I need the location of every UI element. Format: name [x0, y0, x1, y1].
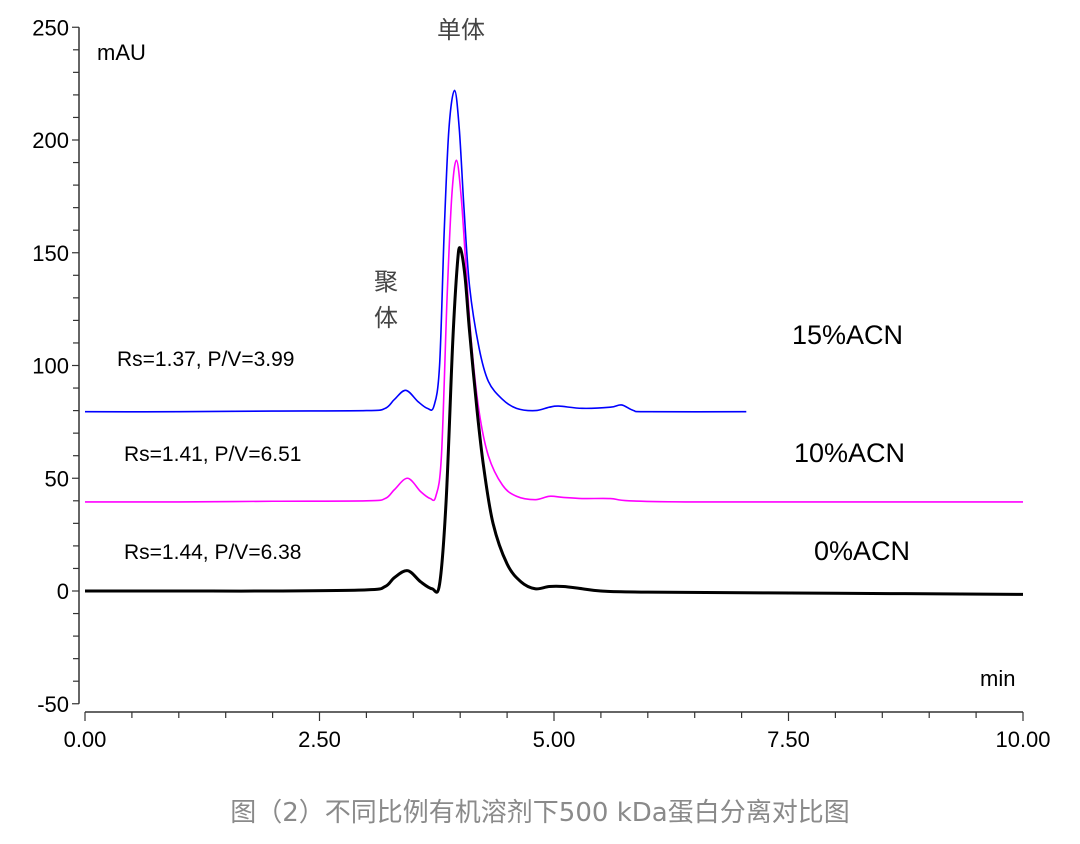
y-tick-label: 50 [45, 466, 69, 491]
aggregate-char: 聚 [374, 268, 398, 296]
rs-label-15acn: Rs=1.37, P/V=3.99 [117, 348, 294, 371]
legend-0acn: 0%ACN [814, 536, 910, 566]
y-tick-label: 250 [32, 15, 69, 40]
y-axis-unit: mAU [97, 40, 146, 65]
y-tick-label: 0 [57, 579, 69, 604]
x-tick-label: 7.50 [767, 727, 810, 752]
rs-label-10acn: Rs=1.41, P/V=6.51 [124, 443, 301, 466]
trace-10acn [84, 159, 1023, 503]
x-tick-label: 2.50 [298, 727, 341, 752]
figure-caption: 图（2）不同比例有机溶剂下500 kDa蛋白分离对比图 [230, 798, 850, 828]
x-axis-unit: min [980, 666, 1015, 691]
legend-10acn: 10%ACN [794, 438, 905, 468]
y-tick-label: 200 [32, 128, 69, 153]
rs-label-0acn: Rs=1.44, P/V=6.38 [124, 541, 301, 564]
trace-0acn [85, 246, 1024, 596]
aggregate-annotation: 聚体 [374, 268, 398, 332]
y-tick-label: -50 [37, 692, 69, 717]
x-tick-label: 0.00 [64, 727, 107, 752]
trace-15acn [84, 89, 747, 413]
x-tick-label: 10.00 [995, 727, 1050, 752]
aggregate-char: 体 [374, 304, 398, 332]
monomer-annotation: 单体 [437, 16, 485, 44]
legend-15acn: 15%ACN [792, 320, 903, 350]
y-tick-label: 150 [32, 241, 69, 266]
x-tick-label: 5.00 [533, 727, 576, 752]
y-tick-label: 100 [32, 354, 69, 379]
